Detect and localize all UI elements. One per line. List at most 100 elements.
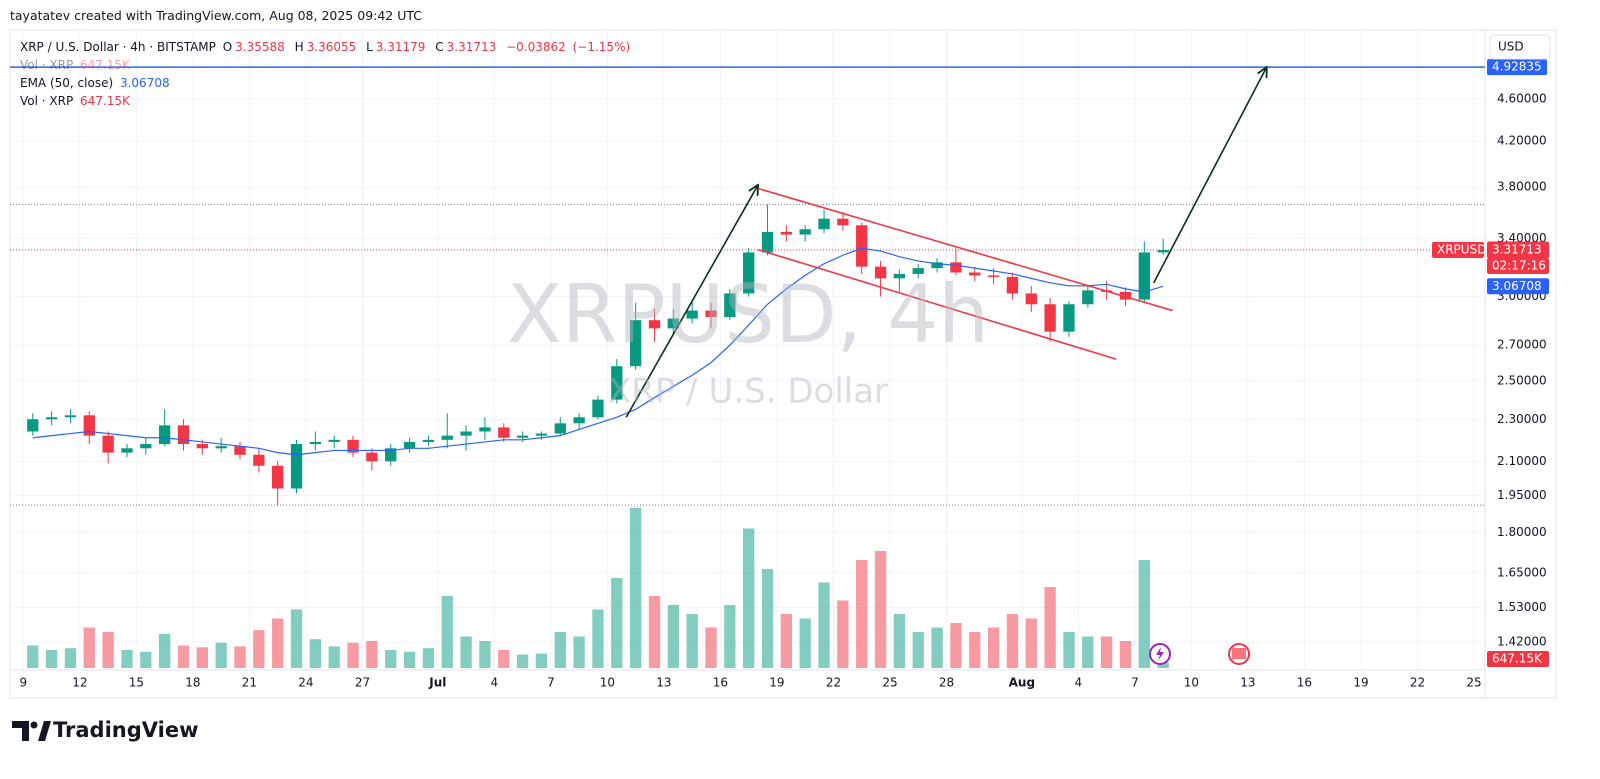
horizontal-line-tag-box (1487, 59, 1547, 76)
logo-mark (38, 721, 51, 741)
candle-body (1044, 304, 1056, 332)
candle-body (83, 415, 95, 436)
candle-body (347, 439, 359, 453)
candle-body (328, 439, 340, 442)
candle-body (215, 446, 227, 449)
candle-body (1119, 291, 1132, 300)
indicator-name: Vol · XRP (20, 58, 74, 72)
legend-row: Vol · XRP 647.15K (20, 56, 633, 74)
y-tick-label: 1.95000 (1497, 488, 1547, 502)
volume-tag-box (1487, 651, 1549, 667)
candle-body (272, 465, 284, 489)
volume-bar (121, 650, 133, 668)
candle-body (460, 431, 472, 436)
watermark: XRPUSD, 4h (507, 268, 989, 361)
logo-text: TradingView (53, 718, 198, 742)
volume-bar (686, 614, 698, 668)
x-tick-label: 10 (1184, 676, 1199, 690)
candle-body (667, 318, 679, 329)
volume-bar (234, 646, 246, 668)
volume-bar (177, 645, 190, 668)
volume-bar (1157, 662, 1169, 668)
ohlc-label: O (222, 40, 233, 54)
candle-body (629, 320, 642, 367)
ohlc-value: 3.36055 (306, 40, 357, 54)
volume-bar (874, 551, 887, 668)
x-tick-label: 13 (1240, 676, 1255, 690)
x-tick-label: 15 (129, 676, 144, 690)
candle-body (818, 218, 830, 230)
candle-body (309, 441, 322, 445)
ema-tag: 3.06708 (1492, 279, 1542, 293)
x-tick-label: 25 (882, 676, 897, 690)
volume-bar (969, 632, 981, 668)
candle-body (743, 252, 755, 294)
volume-bar (215, 642, 227, 668)
currency-button[interactable] (1489, 34, 1551, 60)
ohlc-label: H (294, 40, 304, 54)
ema-line (32, 247, 1164, 456)
volume-bar (629, 507, 642, 668)
volume-bar (535, 653, 548, 668)
volume-bar (347, 642, 359, 668)
countdown-tag: 02:17:16 (1492, 259, 1546, 273)
volume-bar (705, 627, 717, 668)
currency-label[interactable]: USD (1498, 40, 1524, 54)
horizontal-line-tag: 4.92835 (1492, 60, 1542, 74)
volume-bar (1119, 641, 1132, 668)
volume-bar (83, 627, 95, 668)
volume-bar (328, 646, 340, 668)
trend-arrow (625, 185, 758, 418)
x-tick-label: 18 (185, 676, 200, 690)
candle-body (441, 435, 453, 440)
candle-body (1063, 304, 1075, 332)
x-tick-label: 27 (355, 676, 370, 690)
candle-body (592, 399, 604, 418)
volume-bar (1044, 587, 1056, 668)
volume-bar (761, 569, 774, 668)
candle-body (253, 454, 265, 466)
candle-body (102, 435, 114, 453)
volume-bar (799, 618, 811, 668)
ohlc-label: L (366, 40, 373, 54)
x-tick-label: 16 (713, 676, 728, 690)
x-tick-label: 28 (939, 676, 954, 690)
x-tick-label: 19 (769, 676, 784, 690)
event-icon-bolt (1156, 647, 1164, 661)
ohlc-item: L 3.31179 (366, 40, 428, 54)
candle-body (140, 444, 152, 449)
candle-body (705, 310, 717, 317)
x-tick-label: 7 (1131, 676, 1139, 690)
candle-body (611, 366, 623, 400)
volume-bar (667, 605, 679, 668)
volume-bar (724, 605, 736, 668)
candle-body (385, 448, 397, 462)
candle-body (1082, 290, 1094, 305)
volume-bar (460, 636, 472, 668)
candle-body (1138, 252, 1150, 300)
volume-bar (479, 641, 491, 668)
y-tick-label: 2.30000 (1497, 412, 1547, 426)
price-tag-box (1487, 241, 1549, 259)
candle-body (516, 435, 529, 438)
legend-row: Vol · XRP 647.15K (20, 92, 633, 110)
legend: XRP / U.S. Dollar · 4h · BITSTAMP O 3.355… (20, 38, 633, 110)
volume-bar (987, 627, 1000, 668)
trend-arrow (1153, 67, 1267, 284)
volume-bar (573, 636, 585, 668)
candle-body (196, 444, 208, 449)
price-tag: 3.31713 (1492, 243, 1542, 257)
volume-bar (743, 528, 755, 668)
candle-body (761, 231, 774, 253)
volume-bar (931, 627, 943, 668)
candle-body (912, 268, 924, 274)
x-tick-label: 25 (1466, 676, 1481, 690)
volume-bar (516, 654, 529, 668)
ohlc-label: C (435, 40, 444, 54)
y-tick-label: 2.10000 (1497, 454, 1547, 468)
x-tick-label: 22 (826, 676, 841, 690)
candle-body (177, 425, 190, 445)
volume-bar (64, 648, 77, 668)
indicator-value: 3.06708 (119, 76, 170, 90)
candle-body (931, 262, 943, 269)
